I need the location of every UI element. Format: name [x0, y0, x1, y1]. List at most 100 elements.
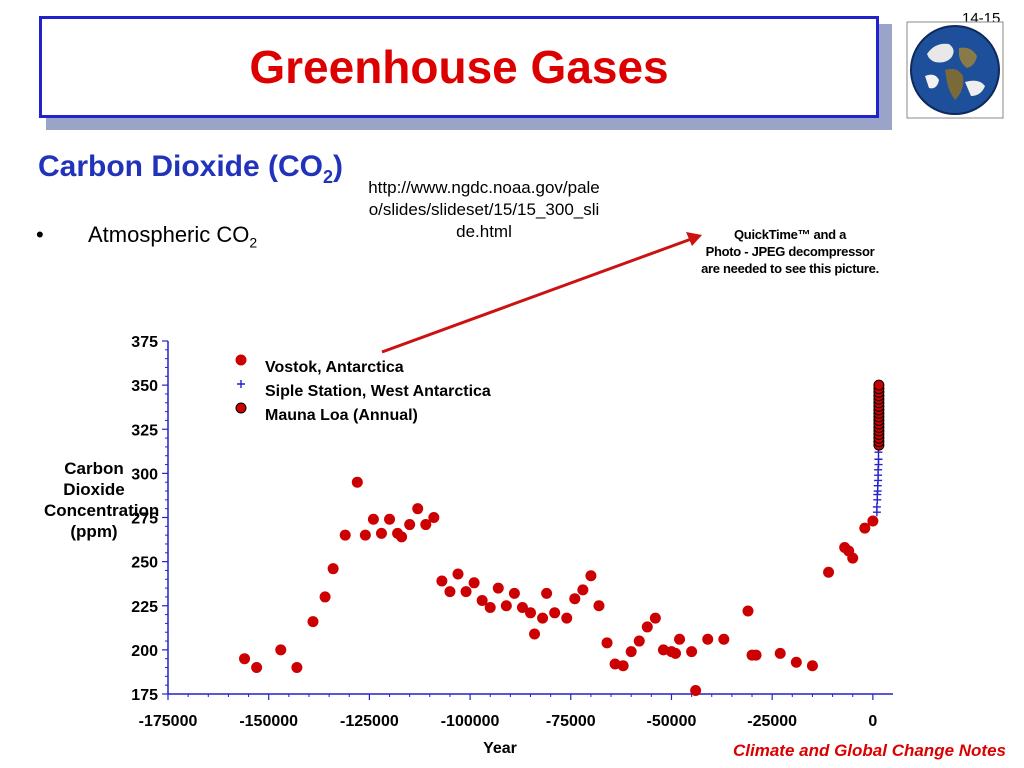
point-vostok-antarctica [508, 587, 520, 599]
point-vostok-antarctica [847, 552, 859, 564]
point-vostok-antarctica [670, 647, 681, 659]
point-vostok-antarctica [617, 660, 629, 672]
x-tick-label: -150000 [239, 713, 298, 730]
x-axis-label: Year [483, 740, 517, 757]
point-vostok-antarctica [327, 563, 339, 575]
y-axis-label-line-2: Concentration [44, 501, 160, 520]
point-vostok-antarctica [239, 653, 251, 665]
source-url-link[interactable]: http://www.ngdc.noaa.gov/paleo/slides/sl… [368, 178, 600, 241]
x-tick-label: -100000 [441, 713, 500, 730]
bullet-atmospheric-co2: Atmospheric CO2 [88, 222, 257, 250]
x-tick-label: -50000 [647, 713, 697, 730]
point-vostok-antarctica [529, 628, 541, 640]
point-vostok-antarctica [633, 635, 645, 647]
point-vostok-antarctica [537, 612, 549, 624]
legend-label-vostok-antarctica: Vostok, Antarctica [265, 359, 404, 376]
title-box: Greenhouse Gases [39, 16, 879, 118]
y-tick-label: 275 [131, 511, 158, 528]
point-vostok-antarctica [444, 586, 456, 598]
point-vostok-antarctica [690, 684, 702, 696]
point-vostok-antarctica [806, 660, 818, 672]
point-vostok-antarctica [686, 646, 698, 658]
point-mauna-loa-annual [873, 379, 885, 391]
point-vostok-antarctica [396, 531, 408, 543]
point-vostok-antarctica [601, 637, 613, 649]
point-vostok-antarctica [585, 570, 597, 582]
y-tick-label: 325 [131, 422, 158, 439]
point-vostok-antarctica [649, 612, 661, 624]
point-vostok-antarctica [549, 607, 561, 619]
x-tick-label: 0 [868, 713, 877, 730]
point-vostok-antarctica [375, 527, 387, 539]
subtitle-end: ) [333, 150, 344, 183]
y-axis-label-line-3: (ppm) [70, 522, 118, 541]
point-vostok-antarctica [460, 586, 472, 598]
bullet-subscript: 2 [249, 234, 258, 251]
point-vostok-antarctica [790, 656, 802, 668]
footer-credit: Climate and Global Change Notes [733, 741, 1006, 760]
x-tick-label: -25000 [747, 713, 797, 730]
point-vostok-antarctica [641, 621, 653, 633]
point-vostok-antarctica [476, 594, 488, 606]
point-vostok-antarctica [428, 512, 440, 523]
point-vostok-antarctica [823, 566, 835, 578]
point-vostok-antarctica [561, 612, 573, 624]
legend-label-siple-station-west-antarctica: Siple Station, West Antarctica [265, 383, 491, 400]
chart-legend: Vostok, Antarctica Siple Station, West An… [235, 354, 491, 424]
chart-marks [239, 379, 885, 696]
point-vostok-antarctica [492, 582, 504, 594]
point-vostok-antarctica [307, 616, 319, 628]
point-vostok-antarctica [384, 513, 396, 525]
y-tick-label: 225 [131, 599, 158, 616]
annotation-arrowhead [686, 232, 702, 246]
point-vostok-antarctica [674, 633, 686, 645]
point-vostok-antarctica [742, 605, 754, 617]
legend-marker-siple-station-west-antarctica [237, 380, 245, 388]
point-vostok-antarctica [291, 662, 303, 674]
point-vostok-antarctica [251, 662, 263, 674]
point-vostok-antarctica [718, 633, 730, 645]
quicktime-placeholder: QuickTime™ and a Photo - JPEG decompress… [678, 226, 902, 277]
point-vostok-antarctica [339, 529, 351, 541]
annotation-arrow [381, 236, 695, 354]
point-vostok-antarctica [319, 591, 331, 603]
quicktime-line-1: QuickTime™ and a [734, 227, 846, 242]
point-vostok-antarctica [525, 607, 536, 619]
point-vostok-antarctica [500, 600, 512, 612]
slide-title: Greenhouse Gases [249, 41, 669, 93]
point-vostok-antarctica [750, 649, 762, 661]
subtitle-subscript: 2 [323, 167, 334, 187]
y-tick-label: 375 [131, 334, 158, 351]
point-siple-station-west-antarctica [872, 502, 881, 511]
point-vostok-antarctica [625, 646, 637, 658]
point-vostok-antarctica [702, 633, 714, 645]
legend-label-mauna-loa-annual: Mauna Loa (Annual) [265, 407, 418, 424]
point-vostok-antarctica [867, 515, 879, 527]
point-vostok-antarctica [404, 519, 416, 531]
point-vostok-antarctica [774, 647, 786, 659]
y-tick-label: 350 [131, 378, 158, 395]
point-vostok-antarctica [577, 584, 589, 596]
y-tick-label: 200 [131, 643, 158, 660]
point-vostok-antarctica [420, 519, 432, 531]
point-vostok-antarctica [436, 575, 448, 587]
x-tick-label: -175000 [139, 713, 198, 730]
point-vostok-antarctica [468, 577, 480, 589]
y-tick-label: 250 [131, 555, 158, 572]
x-tick-label: -125000 [340, 713, 399, 730]
bullet-main: Atmospheric CO [88, 222, 250, 247]
y-axis-label: Carbon Dioxide Concentration (ppm) [44, 458, 160, 542]
quicktime-line-3: are needed to see this picture. [701, 261, 879, 276]
earth-globe-icon [906, 21, 1004, 119]
point-vostok-antarctica [484, 602, 496, 614]
point-vostok-antarctica [516, 602, 528, 614]
y-axis-label-line-1: Carbon Dioxide [63, 459, 125, 499]
legend-marker-mauna-loa-annual [235, 402, 247, 414]
bullet-symbol: • [36, 222, 44, 247]
point-vostok-antarctica [593, 600, 605, 612]
point-vostok-antarctica [569, 593, 581, 605]
point-vostok-antarctica [452, 568, 464, 580]
legend-marker-vostok-antarctica [235, 354, 247, 366]
x-tick-label: -75000 [546, 713, 596, 730]
